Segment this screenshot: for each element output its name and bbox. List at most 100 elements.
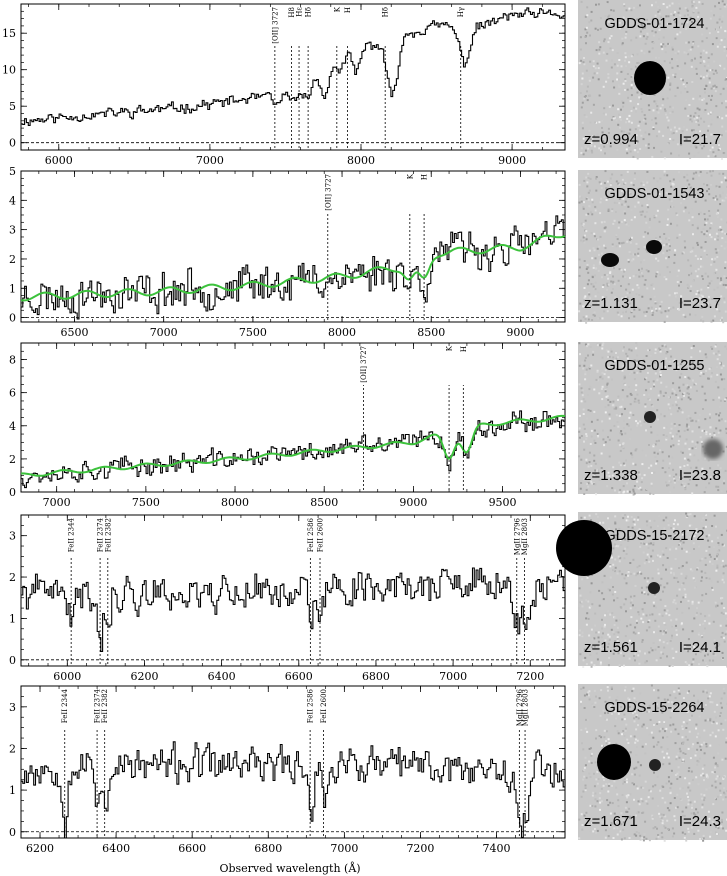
thumbnail-noise: [637, 654, 640, 657]
thumbnail-noise: [648, 542, 651, 545]
thumbnail-noise: [653, 383, 656, 386]
thumbnail-noise: [596, 817, 599, 820]
thumbnail-noise: [647, 593, 650, 596]
thumbnail-noise: [724, 310, 727, 313]
thumbnail-noise: [725, 114, 727, 117]
thumbnail-noise: [724, 398, 727, 401]
thumbnail-noise: [647, 198, 650, 201]
thumbnail-noise: [686, 387, 689, 390]
thumbnail-noise: [697, 732, 700, 735]
thumbnail-noise: [624, 598, 627, 601]
thumbnail-noise: [713, 87, 715, 90]
thumbnail-noise: [646, 204, 649, 206]
thumbnail-noise: [593, 704, 595, 707]
thumbnail-noise: [599, 661, 602, 664]
thumbnail-noise: [684, 442, 687, 445]
thumbnail-noise: [694, 112, 697, 115]
thumbnail-noise: [604, 725, 607, 728]
thumbnail-noise: [722, 321, 725, 324]
thumbnail-noise: [603, 729, 606, 732]
thumbnail-noise: [667, 22, 670, 25]
thumbnail-noise: [634, 632, 637, 635]
thumbnail-noise: [584, 149, 587, 152]
thumbnail-noise: [696, 748, 699, 751]
thumbnail-noise: [664, 365, 666, 368]
thumbnail-noise: [632, 253, 635, 256]
thumbnail-noise: [706, 691, 708, 694]
thumbnail-noise: [663, 344, 666, 347]
thumbnail-noise: [715, 825, 717, 828]
thumbnail-noise: [688, 219, 691, 222]
thumbnail-noise: [634, 700, 637, 703]
thumbnail-noise: [708, 614, 711, 617]
thumbnail-noise: [613, 201, 616, 204]
thumbnail-noise: [617, 226, 620, 229]
thumbnail-noise: [655, 102, 658, 105]
thumbnail-noise: [628, 706, 631, 708]
thumbnail-noise: [667, 701, 670, 704]
thumbnail-noise: [639, 764, 642, 767]
thumbnail-noise: [617, 545, 620, 548]
thumbnail-noise: [705, 549, 708, 552]
thumbnail-noise: [718, 144, 720, 147]
thumbnail-noise: [647, 393, 650, 396]
thumbnail-noise: [684, 384, 687, 387]
thumbnail-noise: [582, 408, 585, 411]
thumbnail-noise: [714, 646, 717, 649]
thumbnail-noise: [676, 594, 679, 597]
thumbnail-noise: [637, 632, 640, 635]
thumbnail-noise: [584, 343, 587, 346]
thumbnail-noise: [710, 625, 713, 628]
thumbnail-noise: [651, 155, 654, 158]
thumbnail-noise: [714, 28, 717, 31]
thumbnail-noise: [704, 241, 707, 243]
thumbnail-noise: [647, 349, 649, 352]
thumbnail-noise: [690, 299, 693, 302]
thumbnail-noise: [688, 664, 691, 667]
thumbnail-noise: [716, 604, 719, 607]
thumbnail-noise: [594, 27, 597, 30]
thumbnail-noise: [680, 398, 683, 401]
thumbnail-noise: [628, 192, 631, 194]
thumbnail-noise: [695, 776, 698, 779]
thumbnail-noise: [602, 784, 605, 787]
thumbnail-noise: [612, 586, 614, 588]
thumbnail-noise: [705, 519, 708, 521]
thumbnail-noise: [587, 617, 590, 620]
thumbnail-noise: [616, 368, 619, 370]
thumbnail-noise: [618, 664, 621, 667]
thumbnail-noise: [678, 308, 681, 311]
thumbnail-noise: [666, 174, 669, 177]
thumbnail-noise: [665, 257, 668, 260]
thumbnail-noise: [587, 485, 590, 488]
thumbnail-noise: [720, 39, 723, 42]
thumbnail-noise: [654, 619, 657, 622]
thumbnail-noise: [655, 272, 658, 275]
thumbnail-noise: [715, 212, 718, 215]
line-marker-label: K: [446, 345, 454, 351]
thumbnail-noise: [622, 105, 625, 108]
thumbnail-noise: [695, 808, 698, 811]
thumbnail-noise: [583, 201, 585, 204]
thumbnail-noise: [645, 800, 648, 803]
thumbnail-noise: [716, 553, 718, 556]
thumbnail-noise: [606, 1, 609, 4]
thumbnail-noise: [601, 377, 604, 380]
thumbnail-noise: [702, 837, 705, 840]
x-tick-label: 9000: [498, 154, 526, 167]
thumbnail-noise: [704, 418, 707, 421]
thumbnail-noise: [590, 420, 593, 423]
thumbnail-noise: [613, 633, 616, 636]
thumbnail-noise: [584, 787, 587, 790]
thumbnail-noise: [683, 125, 685, 128]
thumbnail-noise: [667, 524, 670, 527]
thumbnail-noise: [665, 435, 668, 438]
thumbnail-noise: [627, 515, 629, 518]
thumbnail-noise: [664, 471, 667, 474]
thumbnail-noise: [624, 547, 627, 550]
thumbnail-noise: [592, 266, 595, 269]
thumbnail-noise: [596, 133, 599, 136]
thumbnail-noise: [704, 719, 707, 722]
thumbnail-noise: [708, 787, 711, 790]
thumbnail-noise: [585, 42, 587, 45]
